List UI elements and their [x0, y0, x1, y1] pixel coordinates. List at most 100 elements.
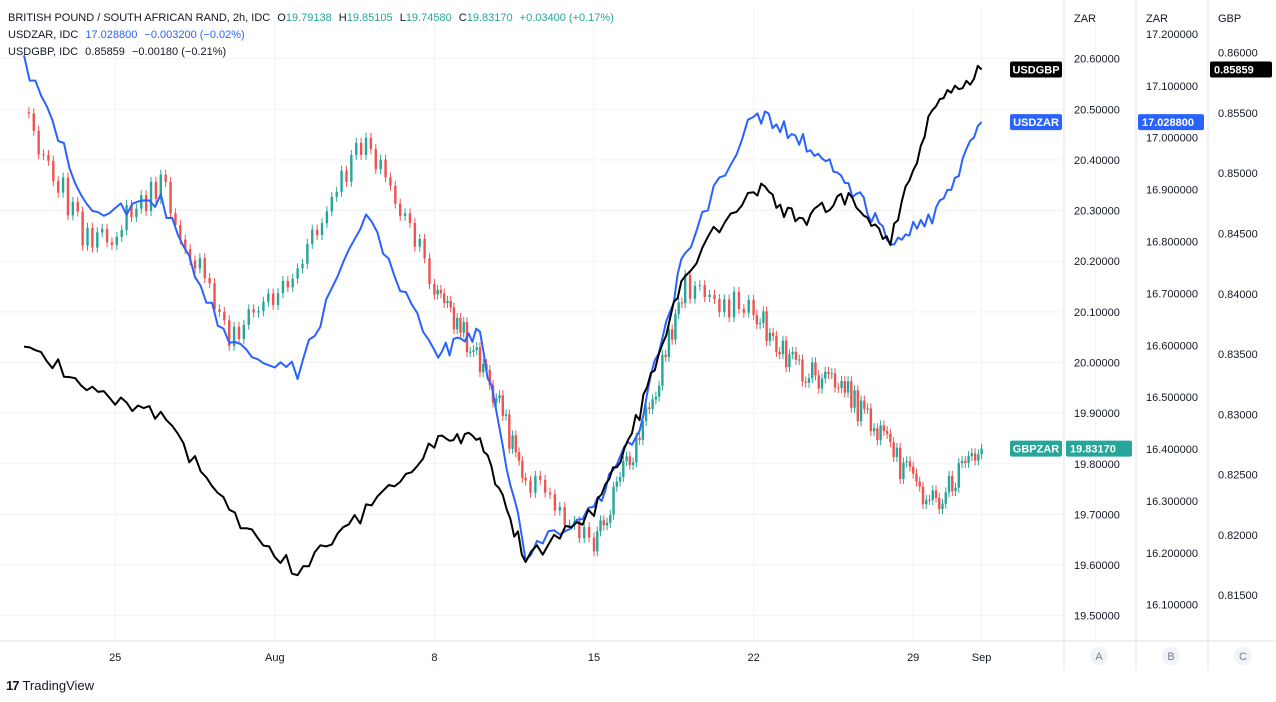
y-tick-label: 19.60000 [1074, 560, 1120, 572]
candle-body [267, 293, 270, 302]
axis-button-label: C [1239, 651, 1247, 663]
tradingview-logo[interactable]: 17 TradingView [6, 678, 94, 693]
y-tick-label: 19.70000 [1074, 509, 1120, 521]
candle-body [37, 130, 40, 155]
candle-body [957, 463, 960, 488]
candle-body [81, 211, 84, 246]
candle-body [100, 228, 104, 233]
y-tick-label: 0.86000 [1218, 48, 1258, 60]
candle-body [977, 454, 980, 461]
x-tick-label: Aug [265, 652, 285, 664]
candle-body [32, 113, 35, 131]
candle-body [252, 309, 255, 313]
candle-body [885, 431, 889, 434]
usdzar-price-label: 17.028800 [1142, 117, 1194, 129]
candle-body [895, 447, 899, 458]
candle-body [237, 326, 241, 339]
candle-body [174, 213, 177, 225]
candle-body [661, 354, 664, 386]
candle-body [320, 223, 324, 236]
candle-body [213, 283, 216, 310]
candle-body [91, 227, 94, 248]
candle-body [648, 407, 651, 409]
gbpzar-name-tag [1010, 440, 1062, 457]
axis-button-bg [1090, 647, 1108, 665]
y-tick-label: 16.100000 [1146, 600, 1198, 612]
legend-usdgbp-value: 0.85859 [85, 46, 125, 58]
candle-body [42, 154, 45, 156]
candle-body [140, 195, 143, 209]
x-tick-label: Sep [972, 652, 992, 664]
candle-body [475, 347, 478, 351]
candle-body [144, 195, 148, 212]
candle-body [778, 351, 781, 355]
candle-body [433, 283, 436, 295]
candle-body [504, 414, 508, 416]
candle-body [469, 351, 472, 353]
candle-body [625, 456, 628, 462]
legend-row-usdgbp: USDGBP, IDC 0.85859 −0.00180 (−0.21%) [8, 44, 614, 61]
candle-body [423, 238, 426, 259]
candle-body [563, 507, 566, 525]
candle-body [548, 492, 552, 495]
candle-body [495, 398, 498, 403]
candle-body [130, 205, 133, 217]
candle-body [482, 364, 485, 373]
usdzar-name-tag [1010, 114, 1062, 131]
candle-body [369, 137, 373, 149]
candle-body [801, 359, 804, 382]
legend-usdzar-value: 17.028800 [85, 29, 138, 41]
candle-body [125, 205, 128, 231]
candle-body [931, 490, 934, 500]
legend-usdzar-change: −0.003200 (−0.02%) [144, 29, 245, 41]
candle-body [61, 177, 65, 193]
candle-body [784, 340, 788, 368]
candle-body [843, 381, 846, 393]
x-tick-label: 29 [907, 652, 919, 664]
candle-body [609, 514, 612, 523]
candle-body [529, 480, 532, 493]
candle-body [674, 314, 677, 340]
candle-body [876, 428, 879, 441]
candle-body [291, 278, 294, 288]
candle-body [105, 228, 109, 243]
y-tick-label: 19.90000 [1074, 408, 1120, 420]
candle-body [110, 242, 114, 245]
candle-body [820, 378, 824, 389]
candle-body [115, 236, 119, 245]
candle-body [807, 378, 811, 383]
candle-body [837, 387, 840, 389]
y-tick-label: 20.20000 [1074, 256, 1120, 268]
candle-body [628, 456, 632, 465]
candle-body [791, 351, 794, 355]
axis-header: ZAR [1146, 13, 1168, 25]
candle-body [723, 299, 726, 313]
candle-body [340, 170, 343, 192]
candle-body [762, 311, 765, 324]
usdgbp-name-label: USDGBP [1012, 64, 1059, 76]
candle-body [459, 317, 462, 333]
candle-body [596, 531, 599, 552]
candle-body [242, 324, 246, 339]
candle-body [602, 520, 605, 526]
candle-body [765, 311, 768, 342]
candle-body [651, 399, 654, 409]
candle-body [403, 213, 407, 216]
candle-body [228, 320, 231, 346]
candle-body [775, 335, 778, 352]
y-tick-label: 19.50000 [1074, 611, 1120, 623]
candle-body [921, 486, 925, 505]
y-tick-label: 19.80000 [1074, 459, 1120, 471]
candle-body [508, 414, 511, 449]
candle-body [439, 289, 443, 294]
x-tick-label: 8 [431, 652, 437, 664]
gbpzar-price-tag [1066, 440, 1132, 457]
candle-body [315, 229, 319, 236]
candle-body [737, 291, 741, 309]
candle-body [355, 142, 358, 155]
candle-body [583, 527, 586, 539]
candle-body [47, 154, 50, 161]
candle-body [514, 435, 518, 453]
axis-button-bg [1162, 647, 1180, 665]
